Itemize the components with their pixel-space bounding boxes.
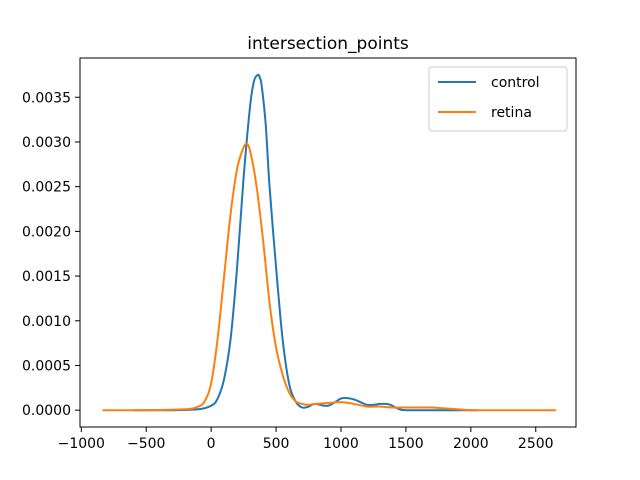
series-line-retina [102,142,557,412]
series-layer [102,73,557,412]
plot-frame [79,57,577,428]
x-tick-label: 1500 [388,436,424,452]
y-tick-label: 0.0005 [22,358,71,374]
x-tick-label: 1000 [323,436,359,452]
axis-layer: −1000 −500 0 500 1000 1500 2000 2500 0.0000 0.000… [22,90,554,452]
y-tick-label: 0.0035 [22,90,71,106]
legend-label-control: control [491,75,540,91]
y-tick-label: 0.0020 [22,224,71,240]
y-tick-label: 0.0015 [22,269,71,285]
legend-label-retina: retina [491,105,532,121]
y-tick-label: 0.0025 [22,180,71,196]
chart-title: intersection_points [247,34,409,54]
y-tick-label: 0.0000 [22,403,71,419]
x-tick-label: 2000 [453,436,489,452]
x-tick-label: 500 [263,436,290,452]
x-tick-label: 2500 [518,436,554,452]
legend: control retina [428,66,568,132]
y-tick-label: 0.0010 [22,314,71,330]
x-tick-label: −1000 [58,436,105,452]
y-tick-label: 0.0030 [22,135,71,151]
x-tick-label: −500 [127,436,165,452]
x-tick-label: 0 [207,436,216,452]
series-line-control [133,73,479,412]
